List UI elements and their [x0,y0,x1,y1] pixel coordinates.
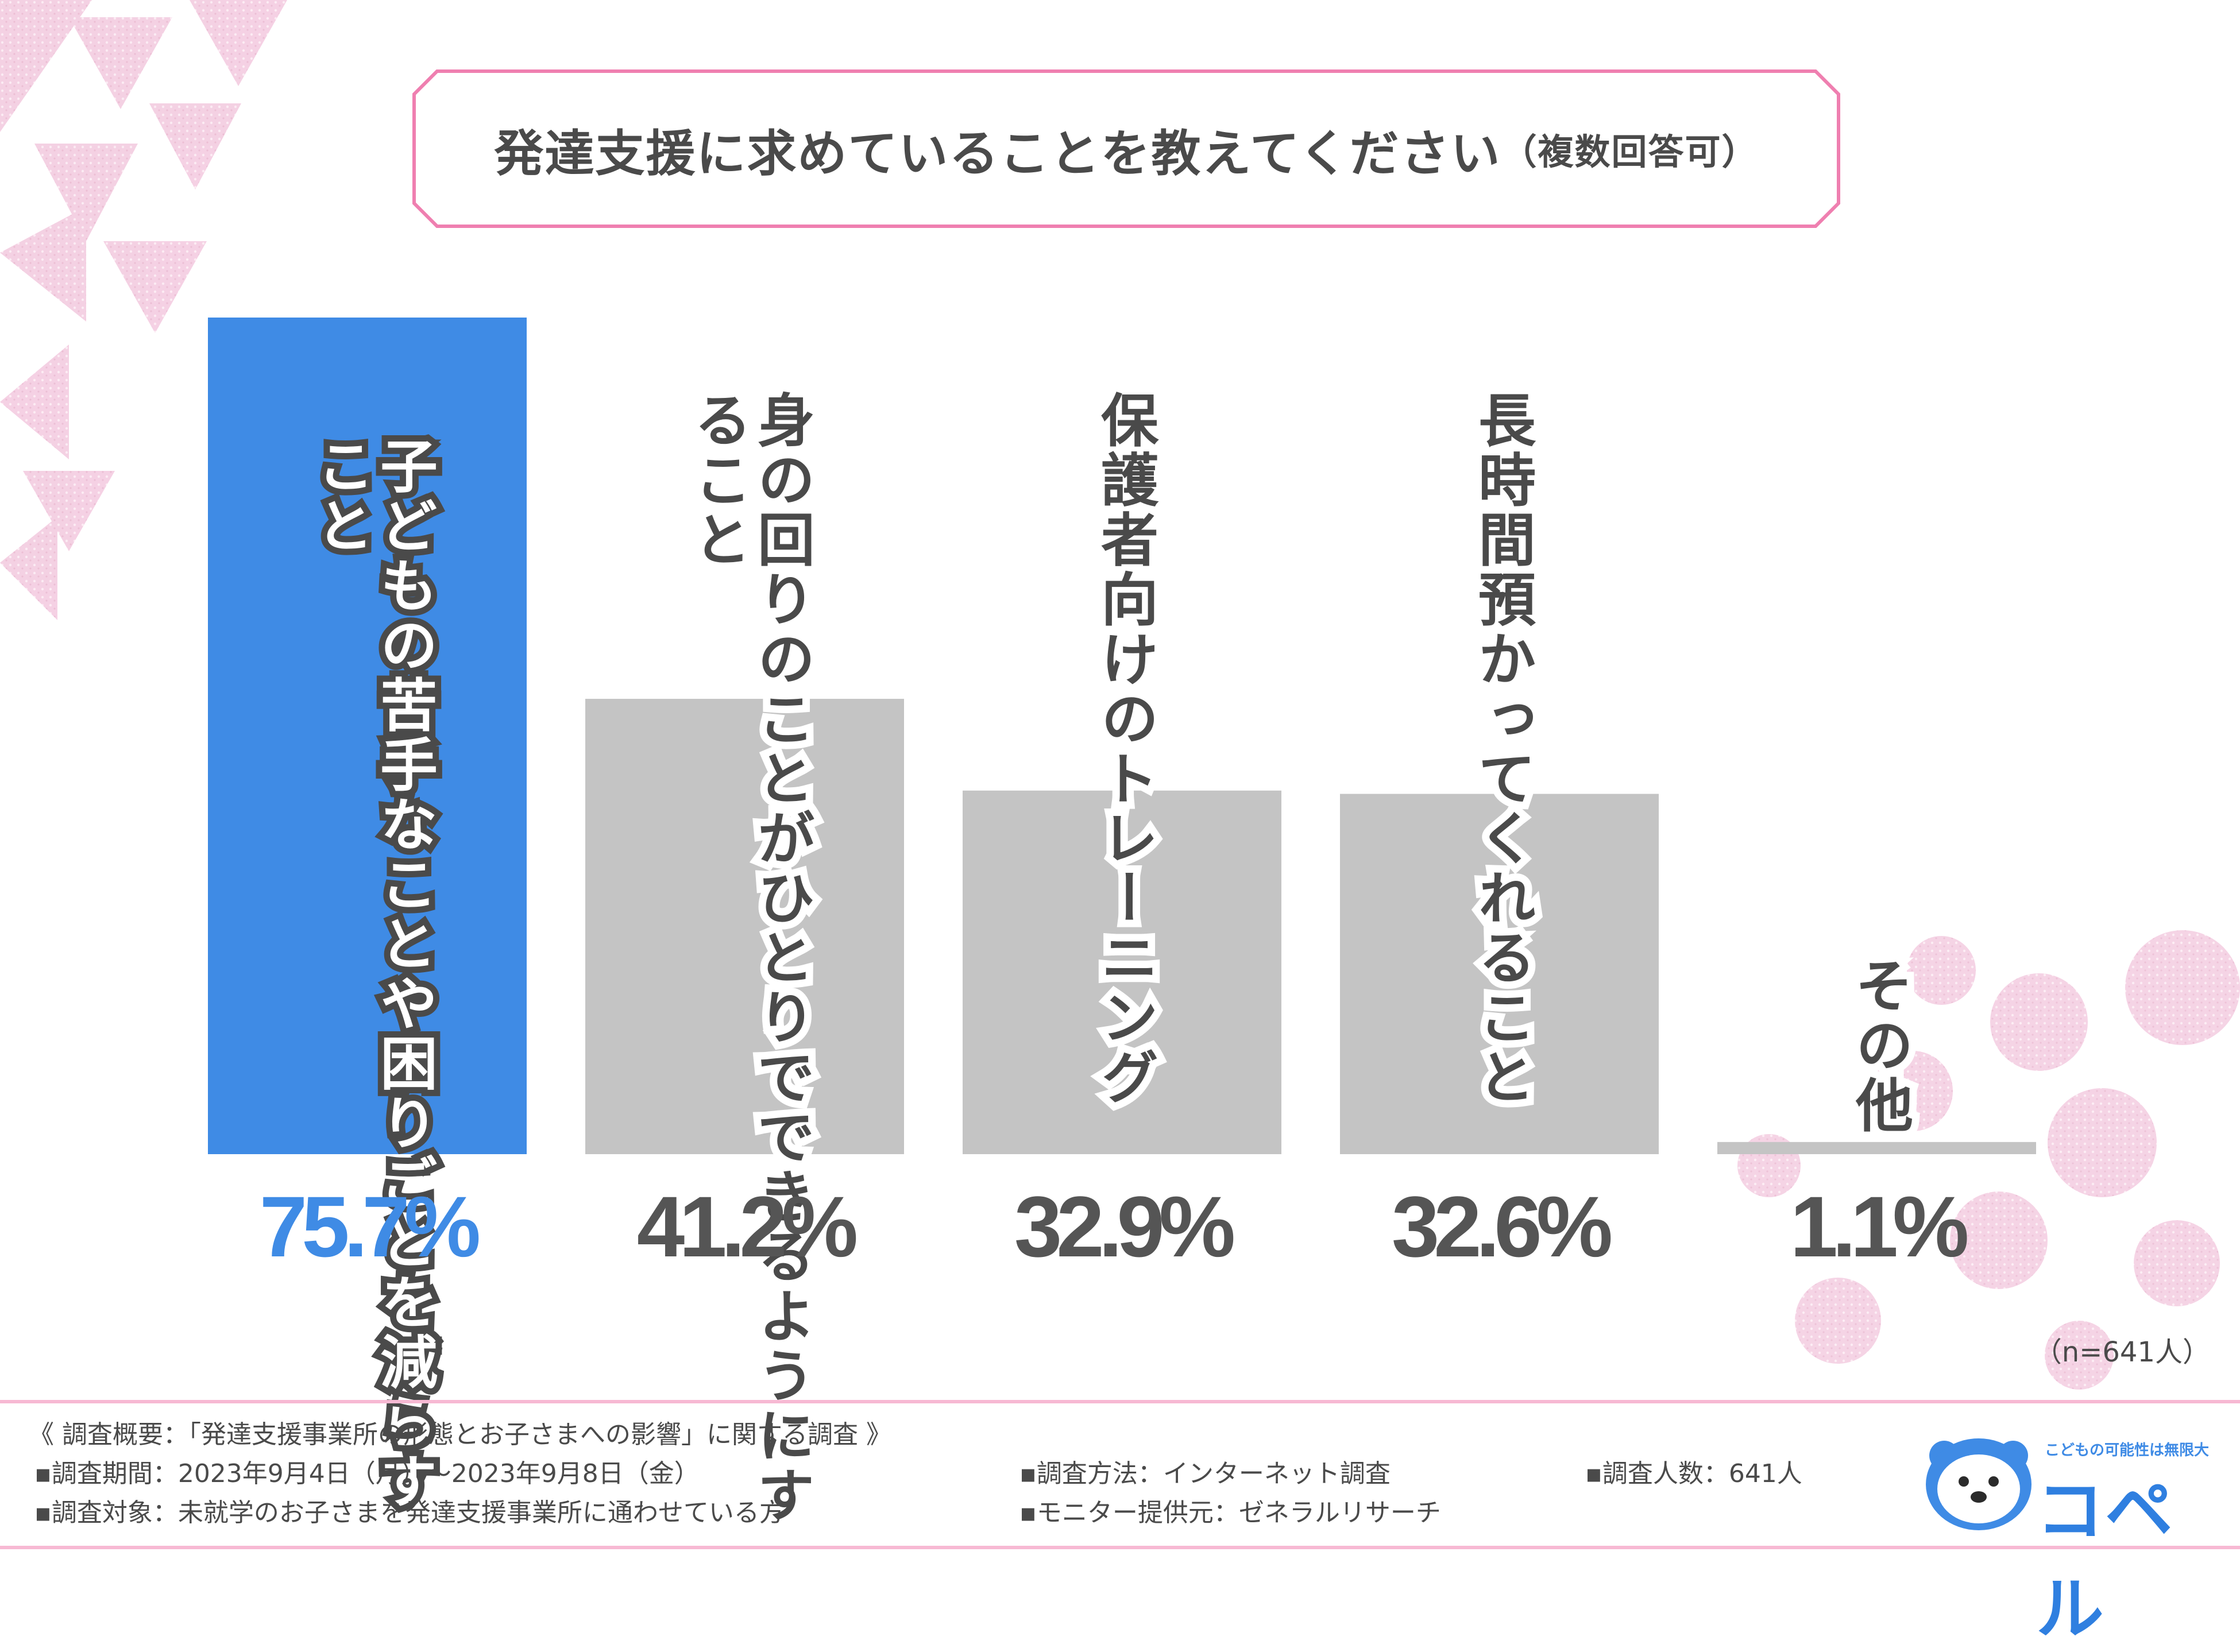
bar-4 [1340,794,1659,1154]
footer-bottom-divider [0,1546,2240,1549]
title-frame [412,69,1840,228]
survey-period: ▪調査期間：2023年9月4日（月）〜2023年9月8日（金） [34,1459,700,1488]
bar-5 [1717,1142,2036,1154]
value-label-3: 32.9% [1014,1178,1235,1275]
survey-count: ▪調査人数：641人 [1585,1459,1802,1488]
pink-triangle-pattern [0,0,287,620]
value-label-4: 32.6% [1391,1178,1613,1275]
category-label-5: その他 [1839,949,1921,1143]
category-label-2: 身の回りのことがひとりでできるようにすること [677,383,822,1533]
chart-title-box: 発達支援に求めていることを教えてください （複数回答可） [411,68,1842,230]
monitor-provider: ▪モニター提供元：ゼネラルリサーチ [1019,1498,1441,1527]
background-decoration [0,0,2240,1390]
survey-method: ▪調査方法：インターネット調査 [1019,1459,1391,1488]
bar-2 [585,699,904,1154]
pink-dot-pattern [1737,930,2240,1390]
chart-title-note: （複数回答可） [1501,131,1759,173]
bar-3 [963,790,1281,1154]
bar-1 [208,318,527,1154]
logo-name: コペル [2033,1468,2176,1652]
value-label-5: 1.1% [1790,1178,1969,1275]
category-label-4: 長時間預かってくれること [1461,383,1543,1115]
footer-top-divider [0,1400,2240,1403]
chart-title: 発達支援に求めていることを教えてください [494,125,1501,183]
category-label-1: 子どもの苦手なことや困りごとを減らすこと [301,430,444,1518]
bear-face-icon [1926,1438,2032,1530]
survey-summary: 《 調査概要：「発達支援事業所の形態とお子さまへの影響」に関する調査 》 [29,1420,891,1449]
logo-tagline: こどもの可能性は無限大 [2045,1442,2210,1459]
value-label-1: 75.7% [259,1178,481,1275]
value-label-2: 41.2% [636,1178,858,1275]
sample-size-note: （n=641人） [2034,1336,2210,1368]
category-label-3: 保護者向けのトレーニング [1084,383,1166,1115]
survey-target: ▪調査対象：未就学のお子さまを発達支援事業所に通わせている方 [34,1498,785,1527]
bar-chart [208,318,2036,1154]
